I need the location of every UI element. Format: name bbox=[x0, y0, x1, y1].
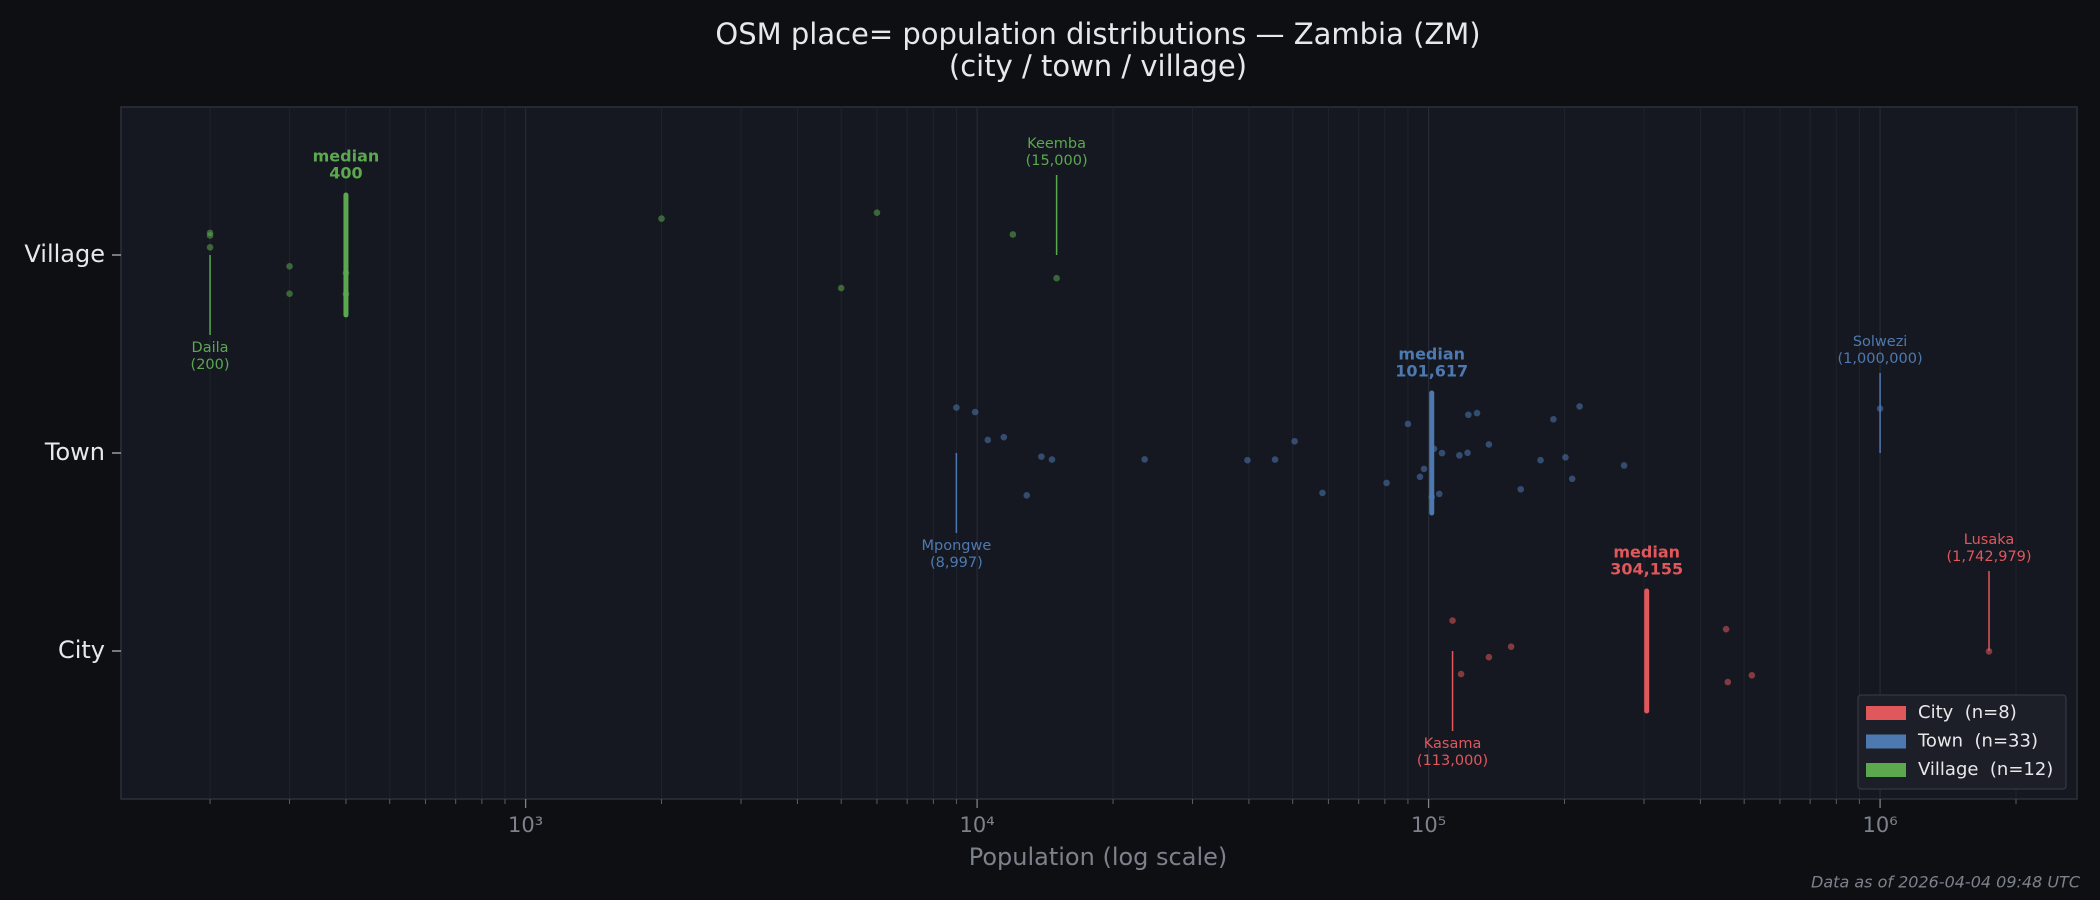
data-point bbox=[206, 232, 214, 239]
data-point bbox=[1438, 449, 1446, 457]
data-point bbox=[971, 408, 979, 416]
median-title: median bbox=[313, 147, 380, 166]
data-point bbox=[1053, 274, 1060, 282]
data-point bbox=[1456, 452, 1463, 459]
median-title: median bbox=[1398, 345, 1465, 364]
median-value: 101,617 bbox=[1395, 362, 1468, 381]
data-point bbox=[1383, 479, 1390, 487]
data-point bbox=[1420, 465, 1428, 473]
x-tick-label: 10⁶ bbox=[1863, 813, 1898, 837]
data-point bbox=[1464, 449, 1471, 457]
y-tick-label: City bbox=[58, 636, 105, 664]
data-point bbox=[1985, 648, 1993, 655]
x-axis-label: Population (log scale) bbox=[969, 843, 1228, 871]
data-point bbox=[1724, 678, 1732, 686]
data-point bbox=[984, 436, 992, 444]
x-tick-label: 10³ bbox=[508, 813, 543, 837]
x-tick-label: 10⁵ bbox=[1411, 813, 1446, 837]
legend-label: Town (n=33) bbox=[1917, 731, 2038, 752]
chart-title: OSM place= population distributions — Za… bbox=[715, 17, 1480, 51]
median-title: median bbox=[1613, 543, 1680, 562]
data-point bbox=[658, 215, 665, 222]
data-point bbox=[1537, 456, 1544, 464]
data-point bbox=[1009, 231, 1017, 238]
data-point bbox=[1435, 490, 1443, 498]
data-point bbox=[1048, 456, 1056, 463]
legend-label: Village (n=12) bbox=[1918, 759, 2053, 780]
callout-value: (15,000) bbox=[1026, 153, 1088, 169]
data-point bbox=[1507, 643, 1515, 650]
data-point bbox=[1291, 437, 1298, 445]
data-point bbox=[1620, 462, 1628, 469]
data-point bbox=[1473, 409, 1481, 417]
data-point bbox=[1562, 454, 1569, 461]
x-tick-label: 10⁴ bbox=[960, 813, 995, 837]
data-point bbox=[1550, 415, 1557, 423]
data-point bbox=[873, 209, 881, 216]
data-point bbox=[1748, 671, 1756, 679]
callout-value: (1,000,000) bbox=[1838, 351, 1923, 367]
data-point bbox=[1271, 456, 1279, 463]
legend-swatch bbox=[1866, 763, 1906, 777]
data-point bbox=[1319, 489, 1326, 497]
data-point bbox=[1485, 441, 1493, 448]
callout-label: Mpongwe bbox=[921, 538, 991, 554]
footer: Data as of 2026-04-04 09:48 UTC bbox=[1811, 873, 2081, 892]
callout-label: Kasama bbox=[1424, 736, 1482, 752]
data-point bbox=[1404, 420, 1412, 428]
median-value: 304,155 bbox=[1610, 560, 1683, 579]
data-point bbox=[1465, 411, 1472, 419]
data-point bbox=[206, 244, 214, 251]
callout-value: (200) bbox=[191, 357, 230, 373]
callout-label: Daila bbox=[192, 340, 229, 356]
data-point bbox=[1000, 433, 1008, 441]
legend-box bbox=[1857, 694, 2067, 790]
data-point bbox=[1517, 485, 1525, 493]
data-point bbox=[1023, 492, 1031, 499]
legend-label: City (n=8) bbox=[1918, 702, 2017, 723]
data-point bbox=[1722, 625, 1730, 633]
y-tick-label: Village bbox=[24, 240, 105, 268]
data-point bbox=[1449, 617, 1456, 624]
callout-label: Keemba bbox=[1027, 136, 1086, 152]
data-point bbox=[1568, 475, 1576, 483]
data-point bbox=[1416, 473, 1424, 481]
data-point bbox=[1038, 453, 1045, 460]
data-point bbox=[1576, 403, 1583, 410]
callout-value: (113,000) bbox=[1417, 753, 1488, 769]
data-point bbox=[286, 290, 293, 298]
data-point bbox=[1244, 456, 1251, 464]
callout-label: Lusaka bbox=[1964, 532, 2014, 548]
data-point bbox=[837, 284, 845, 292]
y-tick-label: Town bbox=[44, 438, 105, 466]
callout-value: (8,997) bbox=[930, 555, 983, 571]
legend-swatch bbox=[1866, 706, 1906, 720]
data-point bbox=[953, 404, 960, 411]
data-point bbox=[286, 263, 293, 270]
data-point bbox=[1457, 670, 1465, 678]
plot-area bbox=[120, 106, 2078, 800]
median-value: 400 bbox=[329, 164, 362, 183]
data-point bbox=[1141, 456, 1148, 463]
callout-value: (1,742,979) bbox=[1946, 549, 2031, 565]
chart-subtitle: (city / town / village) bbox=[949, 49, 1247, 83]
data-point bbox=[1485, 653, 1493, 661]
legend-swatch bbox=[1866, 734, 1906, 749]
callout-label: Solwezi bbox=[1853, 334, 1908, 350]
